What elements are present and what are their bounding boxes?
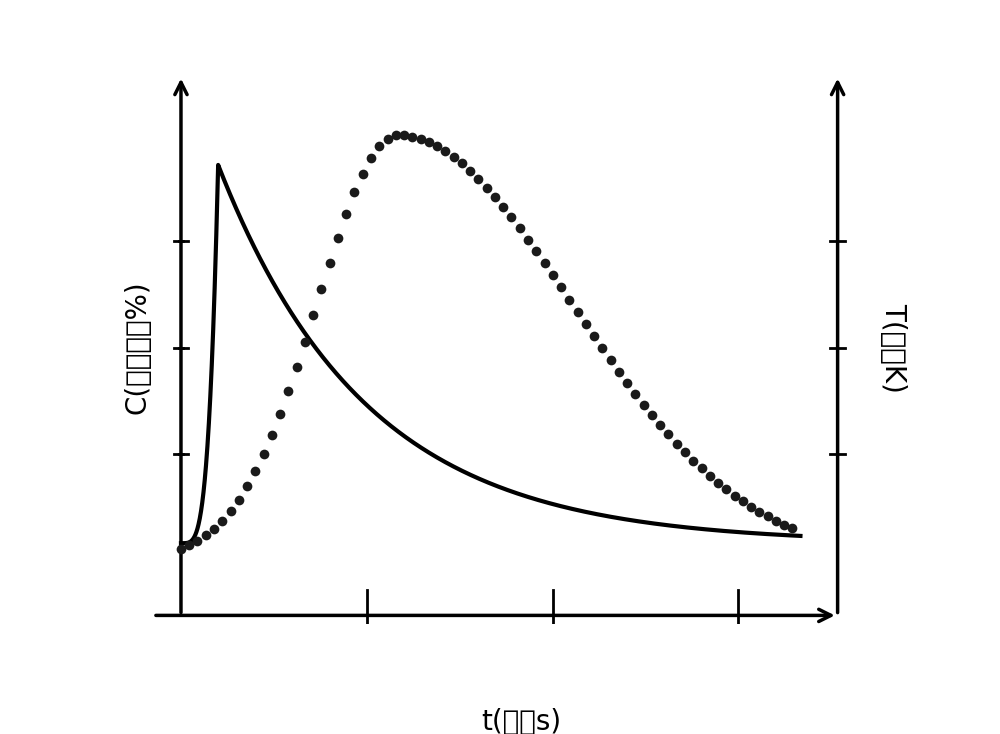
Text: C(氢气浓度%): C(氢气浓度%) [124,281,152,415]
Text: t(时间s): t(时间s) [482,708,562,734]
Text: T(温度K): T(温度K) [879,302,907,393]
